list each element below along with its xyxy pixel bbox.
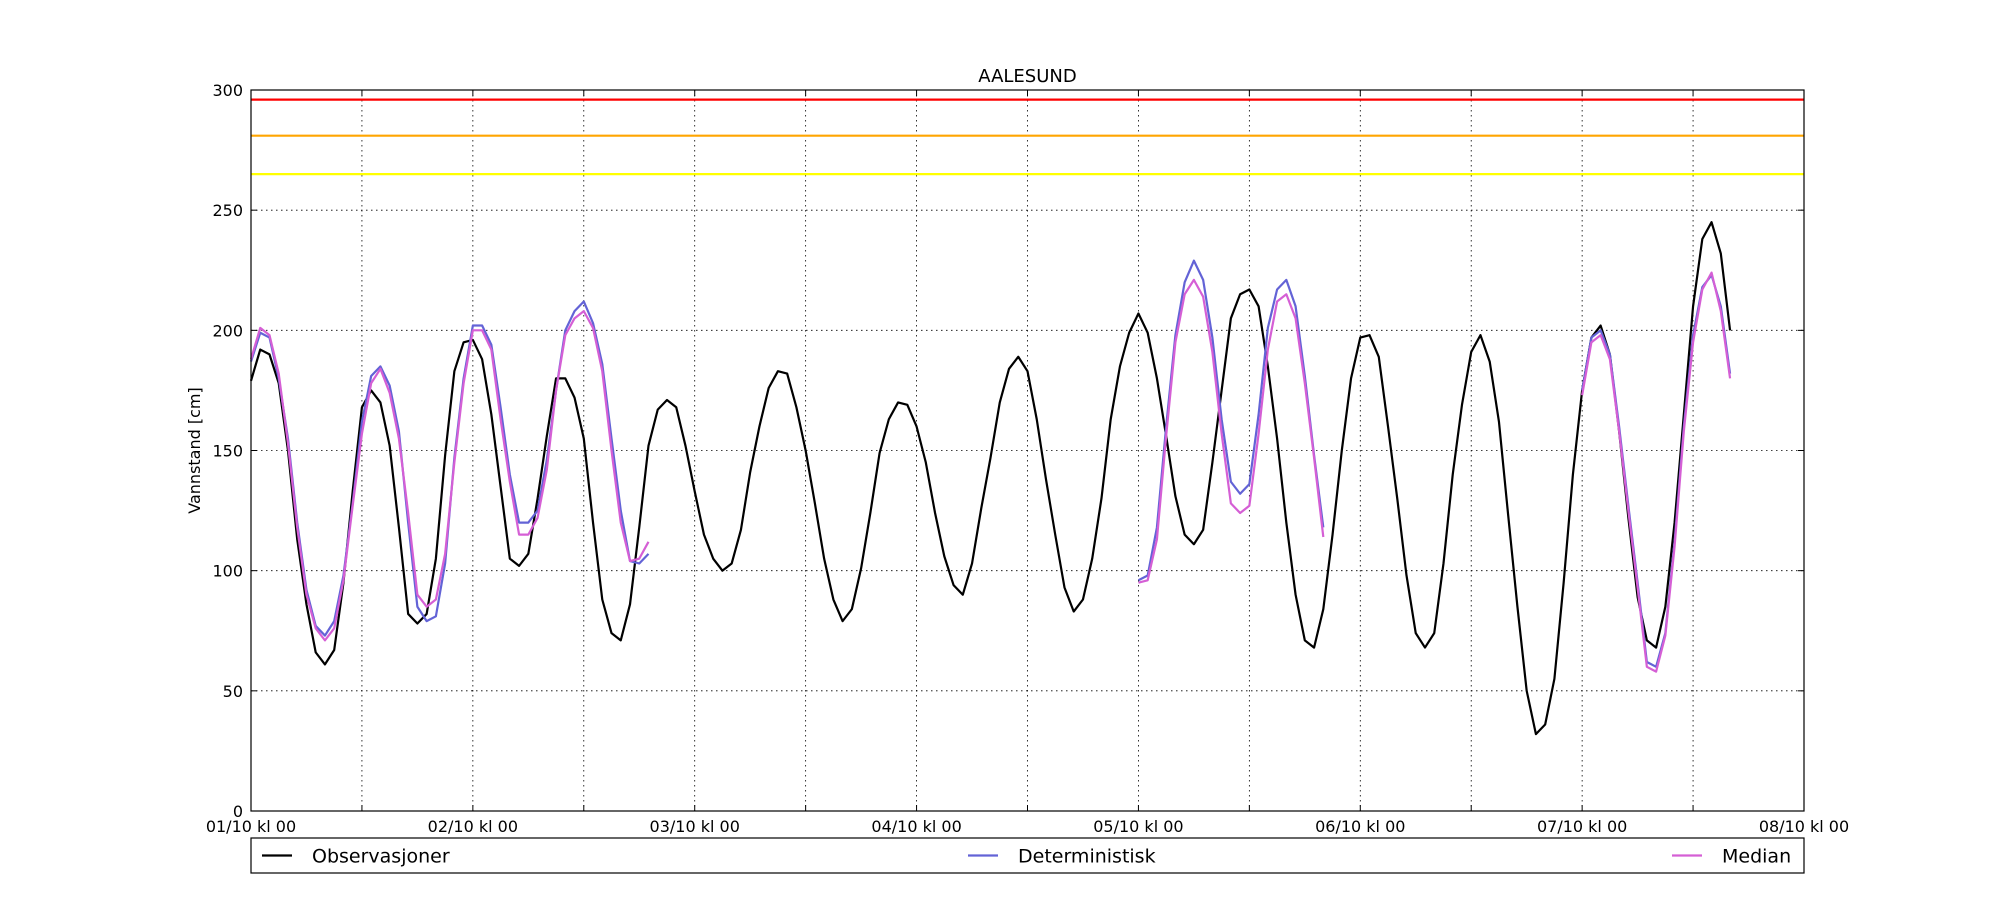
chart-title: AALESUND: [978, 66, 1076, 87]
y-axis-label: Vannstand [cm]: [185, 387, 204, 513]
y-tick-label: 150: [212, 442, 243, 461]
series-line-deterministisk: [249, 300, 650, 637]
y-tick-label: 200: [212, 321, 243, 340]
threshold-lines: [251, 98, 1804, 176]
x-tick-label: 07/10 kl 00: [1537, 817, 1627, 836]
legend-label: Median: [1722, 846, 1791, 868]
x-tick-label: 01/10 kl 00: [206, 817, 296, 836]
legend: Observasjoner Deterministisk Median: [250, 837, 1805, 874]
series-line-median: [1581, 271, 1732, 673]
y-tick-label: 300: [212, 81, 243, 100]
series-line-observasjoner: [249, 221, 1732, 736]
y-tick-label: 100: [212, 562, 243, 581]
y-tick-label: 50: [223, 682, 243, 701]
x-tick-label: 06/10 kl 00: [1315, 817, 1405, 836]
series-line-deterministisk: [1137, 259, 1325, 582]
ticks: 0 50 100 150 200 250 300 01/10 kl 00 02/10 kl 00…: [206, 81, 1849, 836]
x-tick-label: 03/10 kl 00: [650, 817, 740, 836]
legend-label: Deterministisk: [1018, 846, 1156, 868]
legend-label: Observasjoner: [312, 846, 450, 868]
x-tick-label: 08/10 kl 00: [1759, 817, 1849, 836]
y-tick-label: 250: [212, 201, 243, 220]
grid: [251, 90, 1804, 811]
legend-box: [250, 837, 1805, 874]
y-tick-label: 0: [233, 802, 243, 821]
x-tick-label: 04/10 kl 00: [871, 817, 961, 836]
series-group: [249, 221, 1732, 736]
series-line-median: [1138, 278, 1325, 584]
x-tick-label: 02/10 kl 00: [428, 817, 518, 836]
series-line-median: [249, 310, 650, 642]
x-tick-label: 05/10 kl 00: [1093, 817, 1183, 836]
